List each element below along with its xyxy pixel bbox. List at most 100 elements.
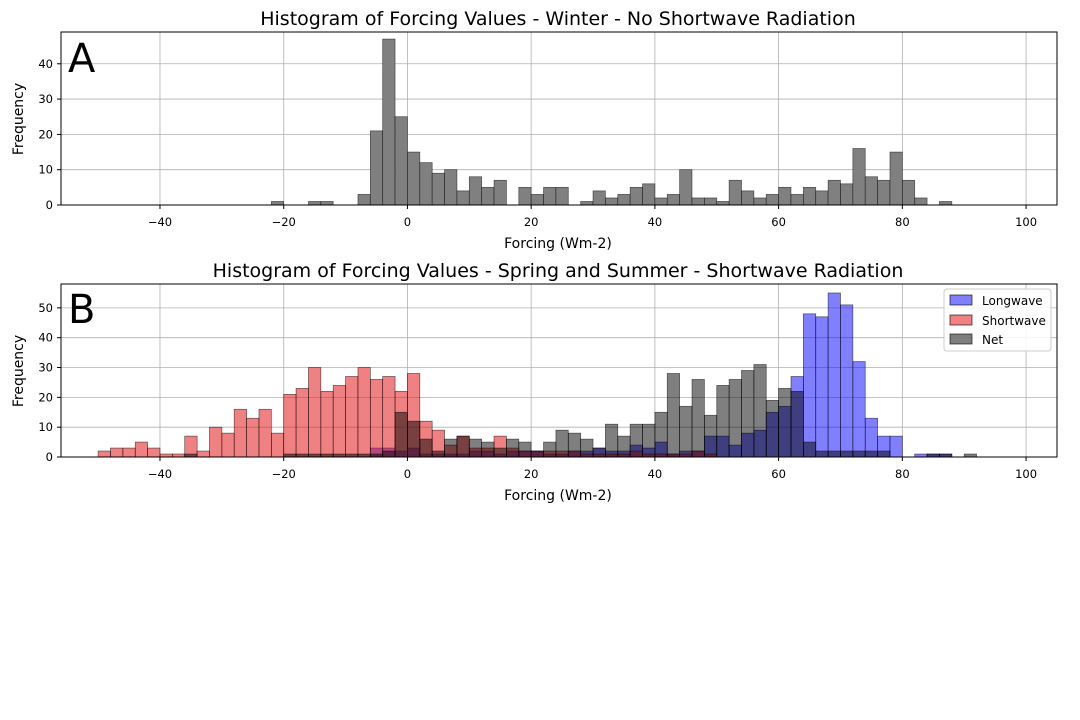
panel-b-y-label: Frequency [11,335,27,407]
histogram-bar [481,186,495,206]
histogram-bar [407,151,421,206]
histogram-bar [728,179,742,206]
histogram-bar [877,450,891,458]
x-tick-label: 60 [771,467,786,481]
x-tick-label: 0 [404,215,411,229]
histogram-bar [914,197,928,206]
histogram-bar [617,435,631,458]
histogram-bar [493,447,507,458]
panel-a-histogram: Histogram of Forcing Values - Winter - N… [11,8,1058,252]
histogram-bar [345,376,359,458]
y-tick-label: 0 [46,198,53,212]
histogram-bar [555,186,569,206]
x-tick-label: 40 [648,467,663,481]
y-tick-label: 50 [38,301,53,315]
y-tick-label: 40 [38,57,53,71]
y-tick-label: 30 [38,92,53,106]
histogram-bar [530,194,544,206]
panel-b-legend: Longwave Shortwave Net [943,288,1052,352]
histogram-bar [753,197,767,206]
x-tick-label: 20 [524,467,539,481]
histogram-bar [827,292,841,458]
x-tick-label: 20 [524,215,539,229]
histogram-bar [654,411,668,458]
x-tick-label: 80 [895,215,910,229]
panel-b-title: Histogram of Forcing Values - Spring and… [213,260,904,282]
histogram-bar [852,148,866,206]
panel-b-x-ticks: −40 −20 0 20 40 60 80 100 [148,457,1037,481]
panel-b-letter: B [68,287,95,333]
histogram-bar [567,432,582,458]
histogram-bar [803,313,817,458]
panel-a-x-ticks: −40 −20 0 20 40 60 80 100 [148,205,1037,229]
histogram-bar [382,376,396,458]
histogram-bar [110,447,124,458]
histogram-bar [246,417,260,458]
histogram-bar [840,304,854,458]
panel-a-frame [60,31,1058,206]
histogram-bar [97,450,111,458]
histogram-bar [691,379,705,458]
histogram-bar [456,435,470,458]
histogram-bar [481,441,495,458]
y-tick-label: 30 [38,361,53,375]
histogram-bar [815,190,829,206]
histogram-bar [877,179,891,206]
x-tick-label: −20 [272,215,296,229]
legend-label-net: Net [982,333,1003,347]
x-tick-label: 40 [648,215,663,229]
histogram-bar [691,197,705,206]
histogram-bar [765,194,779,206]
histogram-bar [530,450,544,458]
histogram-bar [666,194,680,206]
x-tick-label: 0 [404,467,411,481]
x-tick-label: 60 [771,215,786,229]
y-tick-label: 0 [46,450,53,464]
y-tick-label: 20 [38,390,53,404]
histogram-bar [320,391,334,458]
x-tick-label: −40 [148,467,172,481]
histogram-bar [790,194,804,206]
histogram-bar [283,394,297,458]
histogram-bar [605,423,619,458]
histogram-bar [209,426,223,458]
histogram-bar [840,450,854,458]
panel-a-y-ticks: 0 10 20 30 40 [38,57,61,212]
histogram-bar [357,367,371,458]
histogram-bar [233,408,247,458]
histogram-bar [332,385,346,458]
panel-a-y-label: Frequency [11,83,27,155]
histogram-bar [456,190,470,206]
histogram-bar [382,450,396,458]
histogram-bar [939,201,953,206]
panel-b-y-ticks: 0 10 20 30 40 50 [38,301,61,464]
histogram-bar [629,423,643,458]
panel-b-x-label: Forcing (Wm-2) [504,488,612,504]
x-tick-label: 80 [895,467,910,481]
histogram-bar [642,183,656,206]
panel-a-letter: A [68,36,96,82]
x-tick-label: −20 [272,467,296,481]
histogram-bar [803,441,817,458]
histogram-bar [827,179,841,206]
histogram-bar [889,151,903,206]
panel-a-title: Histogram of Forcing Values - Winter - N… [260,8,856,30]
histogram-bar [753,364,767,458]
histogram-bar [654,197,668,206]
histogram-bar [196,450,210,458]
histogram-bar [468,176,483,206]
legend-swatch-net [949,333,973,345]
histogram-bar [666,373,680,458]
histogram-bar [778,186,792,206]
histogram-bar [592,190,606,206]
histogram-bar [864,450,878,458]
histogram-bar [741,370,755,458]
histogram-bar [270,201,285,206]
histogram-bar [369,130,384,206]
histogram-bar [134,441,148,458]
x-tick-label: 100 [1015,215,1037,229]
histogram-bar [270,432,285,458]
legend-swatch-longwave [949,294,973,306]
histogram-bar [889,435,903,458]
